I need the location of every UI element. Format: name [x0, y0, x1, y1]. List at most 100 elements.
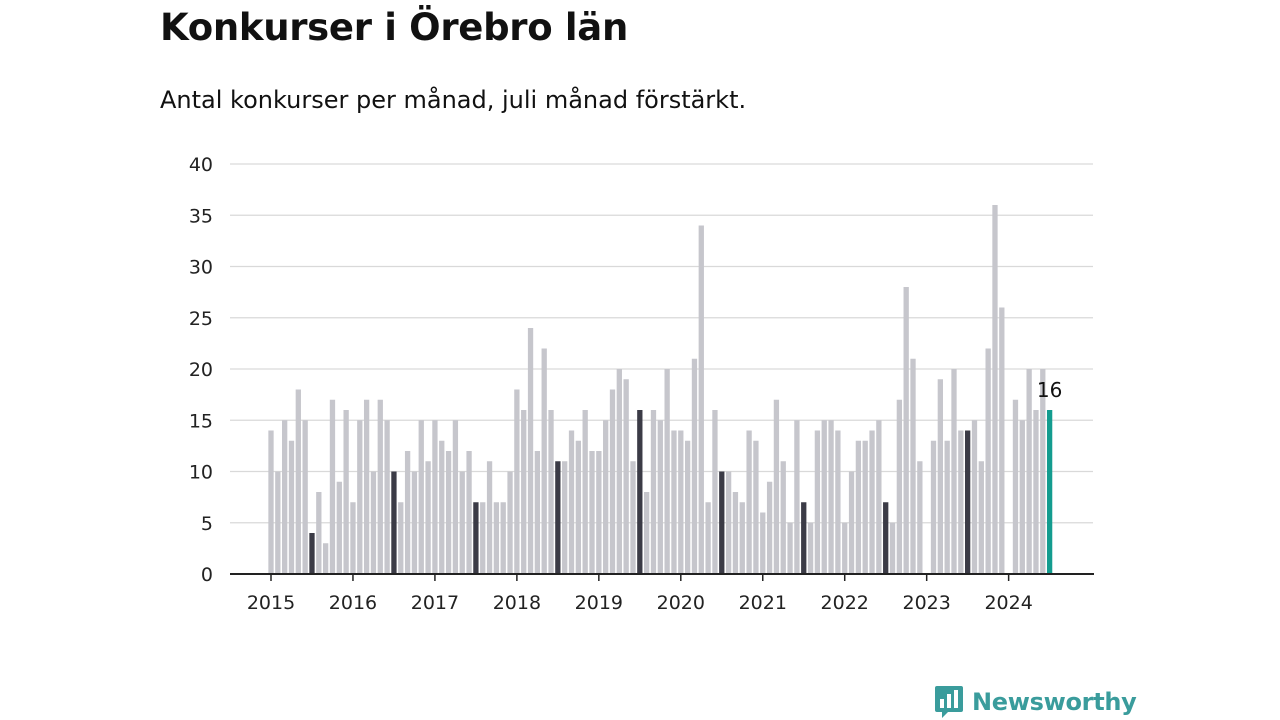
bar-2017-01: [432, 420, 438, 574]
bar-2016-05: [377, 399, 383, 574]
bar-2016-09: [404, 451, 411, 574]
bar-2016-01: [350, 502, 356, 574]
bar-2020-03: [691, 358, 698, 574]
bar-2018-12: [589, 451, 595, 574]
bar-2019-07: [637, 410, 643, 574]
bar-2024-06: [1040, 369, 1046, 574]
y-tick-label: 5: [201, 513, 213, 535]
bar-2017-03: [445, 451, 452, 574]
bar-2024-04: [1026, 369, 1032, 574]
bar-2015-09: [322, 543, 329, 574]
x-axis: 2015 2016 2017 2018 2019 2020 2021 2022 2023 2024: [230, 573, 1094, 614]
bar-2022-01: [842, 522, 848, 574]
bar-2018-04: [534, 451, 541, 574]
bar-2019-06: [630, 461, 636, 574]
bar-2023-02: [930, 440, 937, 574]
bar-2021-06: [794, 420, 800, 574]
bar-2017-11: [500, 502, 506, 574]
y-tick-label: 20: [189, 359, 213, 381]
bar-2022-06: [876, 420, 882, 574]
bar-2016-08: [398, 502, 404, 574]
bar-2015-03: [282, 420, 288, 574]
bar-2021-07: [801, 502, 807, 574]
bar-2021-10: [821, 420, 827, 574]
bar-2023-12: [999, 307, 1005, 574]
bar-2016-04: [370, 471, 377, 574]
newsworthy-logo-icon: [935, 686, 963, 718]
bar-2019-04: [616, 369, 622, 574]
bar-2019-08: [644, 492, 650, 574]
bar-2022-07: [883, 502, 889, 574]
x-tick-label: 2015: [247, 592, 295, 614]
bar-2018-08: [562, 461, 568, 574]
bar-2021-03: [773, 399, 780, 574]
bar-chart: 0 5 10 15 20 25 30 35 40 2015 2016 2017 2018 2019 202…: [189, 154, 1094, 614]
bar-2022-04: [862, 440, 868, 574]
bar-2015-06: [302, 420, 308, 574]
x-tick-label: 2023: [903, 592, 951, 614]
bar-2017-06: [466, 451, 472, 574]
bar-2016-10: [411, 471, 418, 574]
bar-2019-03: [609, 389, 616, 574]
bar-2021-12: [835, 430, 841, 574]
bar-2020-06: [712, 410, 718, 574]
bar-2018-03: [527, 328, 534, 574]
x-tick-label: 2024: [984, 592, 1032, 614]
bar-2019-09: [650, 410, 657, 574]
x-tick-label: 2020: [657, 592, 705, 614]
bar-2020-01: [678, 430, 684, 574]
chart-subtitle: Antal konkurser per månad, juli månad fö…: [160, 86, 747, 114]
annotations: 16: [1037, 378, 1062, 402]
bar-2023-08: [971, 420, 978, 574]
bar-2015-12: [343, 410, 349, 574]
bar-2021-05: [787, 522, 793, 574]
bar-2022-08: [889, 522, 896, 574]
bar-2023-10: [985, 348, 991, 574]
x-tick-label: 2021: [739, 592, 787, 614]
bar-2017-12: [507, 471, 513, 574]
bar-2020-11: [746, 430, 752, 574]
bar-2020-07: [719, 471, 725, 574]
bar-2020-02: [684, 440, 691, 574]
bar-2020-10: [739, 502, 745, 574]
current-value-label: 16: [1037, 378, 1062, 402]
bar-2022-12: [917, 461, 923, 574]
bar-2024-07: [1046, 410, 1053, 574]
bar-2022-09: [896, 399, 903, 574]
bar-2019-05: [623, 379, 629, 574]
bar-2023-11: [992, 205, 998, 574]
bar-2023-09: [978, 461, 984, 574]
bar-2015-08: [316, 492, 322, 574]
bar-2015-10: [329, 399, 336, 574]
bar-2017-09: [486, 461, 493, 574]
bar-2024-02: [1012, 399, 1019, 574]
bar-2020-04: [698, 225, 704, 574]
bar-2021-04: [780, 461, 786, 574]
bar-2022-05: [869, 430, 875, 574]
x-tick-label: 2022: [821, 592, 869, 614]
bar-2023-03: [937, 379, 943, 574]
bar-2023-07: [965, 430, 971, 574]
bar-2019-10: [657, 420, 663, 574]
bar-2023-06: [958, 430, 964, 574]
bar-2016-06: [384, 420, 390, 574]
bar-2018-05: [541, 348, 547, 574]
x-tick-label: 2017: [411, 592, 459, 614]
y-tick-label: 0: [201, 564, 213, 586]
bar-2020-08: [725, 471, 732, 574]
bar-2017-02: [439, 440, 445, 574]
y-tick-label: 30: [189, 257, 213, 279]
bar-2020-12: [753, 440, 759, 574]
y-tick-label: 15: [189, 410, 213, 432]
bar-2018-07: [555, 461, 561, 574]
bar-2021-02: [766, 481, 773, 574]
bar-2019-01: [596, 451, 602, 574]
bar-2016-12: [425, 461, 431, 574]
bar-2021-08: [807, 522, 814, 574]
chart-title: Konkurser i Örebro län: [160, 6, 629, 49]
bar-2016-03: [363, 399, 370, 574]
bar-2015-05: [295, 389, 301, 574]
bar-2022-10: [903, 287, 909, 574]
y-tick-label: 25: [189, 308, 213, 330]
bar-2020-05: [705, 502, 711, 574]
